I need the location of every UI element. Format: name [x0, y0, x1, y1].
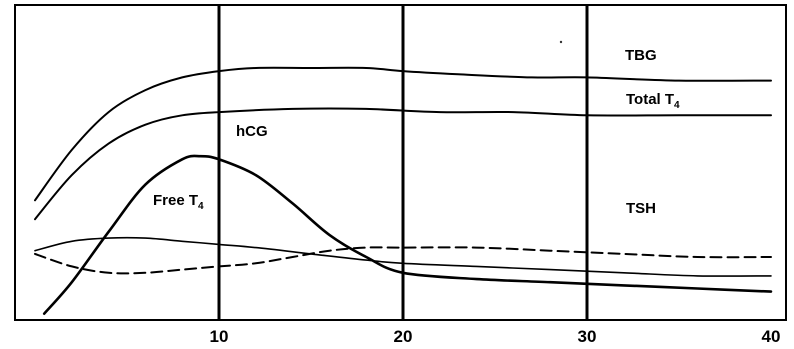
series-label-total-t4: Total T4 — [626, 91, 680, 111]
series-line-tsh — [34, 246, 772, 275]
series-label-tbg: TBG — [625, 47, 657, 64]
series-line-total-t4 — [34, 107, 772, 221]
series-line-tbg — [34, 66, 772, 202]
series-line-free-t4 — [34, 236, 772, 277]
x-tick-labels: 10 20 30 40 — [210, 327, 781, 346]
series-labels: TBG Total T4 hCG Free T4 TSH — [153, 47, 680, 217]
x-tick-label-30: 30 — [578, 327, 597, 346]
series-line-hcg — [42, 154, 773, 315]
gridlines — [217, 5, 589, 320]
series-label-free-t4: Free T4 — [153, 192, 204, 212]
x-tick-label-20: 20 — [394, 327, 413, 346]
series-curves — [34, 66, 773, 315]
x-tick-label-40: 40 — [762, 327, 781, 346]
x-tick-label-10: 10 — [210, 327, 229, 346]
series-label-tsh: TSH — [626, 200, 656, 217]
plot-frame — [14, 4, 787, 321]
speck-mark — [559, 40, 563, 44]
series-label-hcg: hCG — [236, 123, 268, 140]
